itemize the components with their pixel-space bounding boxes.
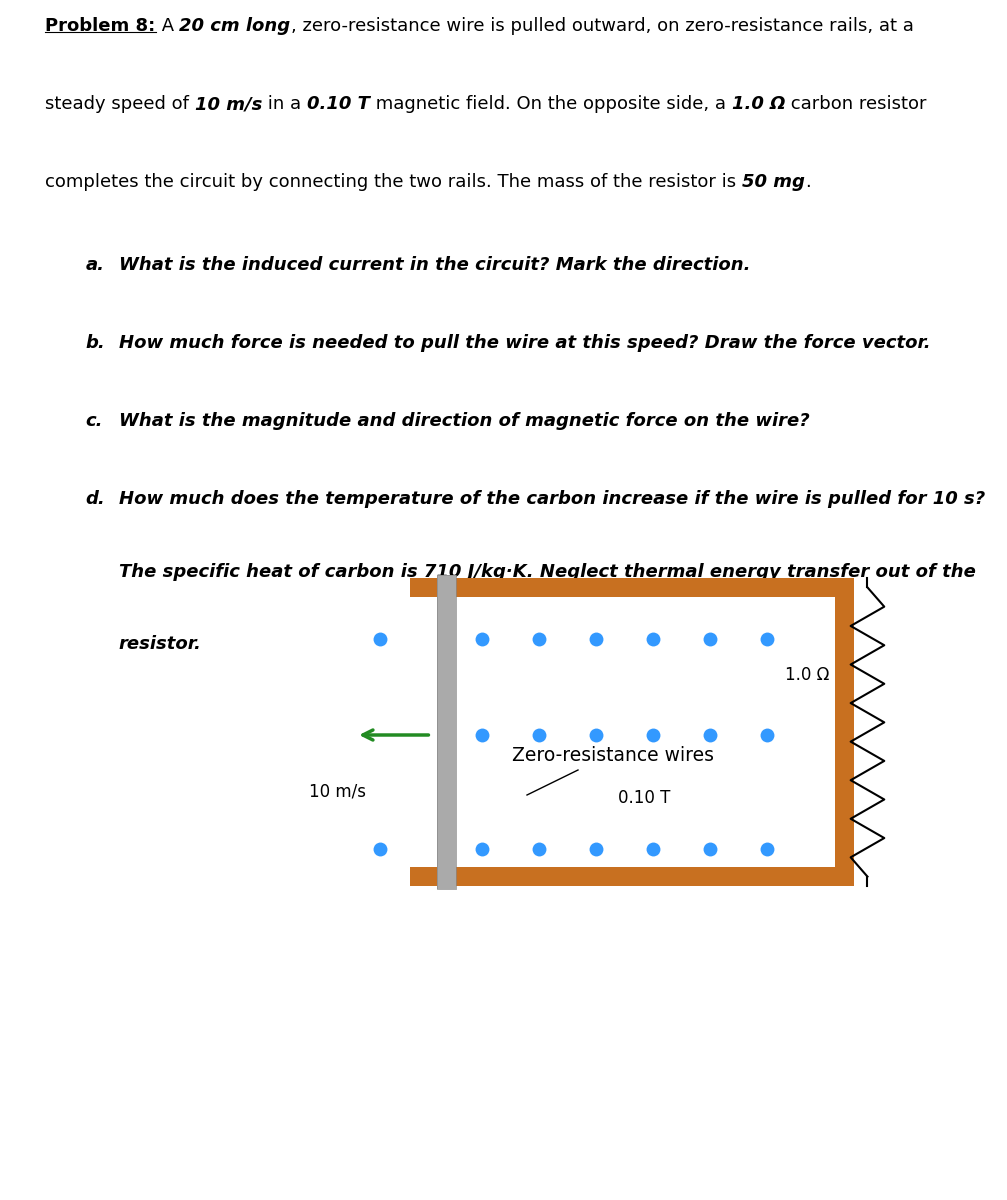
Point <box>532 725 548 744</box>
Point <box>588 725 604 744</box>
Point <box>532 629 548 648</box>
Text: c.: c. <box>86 412 103 430</box>
Point <box>373 840 389 859</box>
Text: 10 m/s: 10 m/s <box>195 95 262 113</box>
Point <box>702 840 718 859</box>
Text: Zero-resistance wires: Zero-resistance wires <box>512 746 714 766</box>
Text: magnetic field. On the opposite side, a: magnetic field. On the opposite side, a <box>370 95 732 113</box>
Bar <box>437 575 456 889</box>
Bar <box>437 575 456 889</box>
Text: b.: b. <box>86 334 106 352</box>
Text: 0.10 T: 0.10 T <box>307 95 370 113</box>
Bar <box>410 577 854 596</box>
Text: in a: in a <box>262 95 307 113</box>
Text: The specific heat of carbon is 710 J/kg·K. Neglect thermal energy transfer out o: The specific heat of carbon is 710 J/kg·… <box>119 564 976 582</box>
Text: A: A <box>155 17 179 35</box>
Text: steady speed of: steady speed of <box>45 95 195 113</box>
Point <box>588 629 604 648</box>
Text: carbon resistor: carbon resistor <box>785 95 926 113</box>
Point <box>474 840 490 859</box>
Point <box>702 629 718 648</box>
Text: 1.0 Ω: 1.0 Ω <box>732 95 785 113</box>
Point <box>588 840 604 859</box>
Bar <box>835 577 854 886</box>
Text: .: . <box>805 173 811 191</box>
Text: What is the induced current in the circuit? Mark the direction.: What is the induced current in the circu… <box>119 257 750 275</box>
Text: d.: d. <box>86 490 106 508</box>
Text: How much does the temperature of the carbon increase if the wire is pulled for 1: How much does the temperature of the car… <box>119 490 985 508</box>
Point <box>474 725 490 744</box>
Text: 20 cm long: 20 cm long <box>179 17 291 35</box>
Text: What is the magnitude and direction of magnetic force on the wire?: What is the magnitude and direction of m… <box>119 412 810 430</box>
Point <box>759 725 775 744</box>
Text: 10 m/s: 10 m/s <box>308 782 366 802</box>
Point <box>532 840 548 859</box>
Point <box>759 840 775 859</box>
Text: How much force is needed to pull the wire at this speed? Draw the force vector.: How much force is needed to pull the wir… <box>119 334 930 352</box>
Text: completes the circuit by connecting the two rails. The mass of the resistor is: completes the circuit by connecting the … <box>45 173 742 191</box>
Point <box>702 725 718 744</box>
Point <box>645 629 662 648</box>
Text: 0.10 T: 0.10 T <box>618 790 671 806</box>
Point <box>373 629 389 648</box>
Point <box>645 840 662 859</box>
Point <box>759 629 775 648</box>
Text: resistor.: resistor. <box>119 635 201 653</box>
Text: Problem 8:: Problem 8: <box>45 17 155 35</box>
Bar <box>412 596 835 866</box>
Point <box>474 629 490 648</box>
Bar <box>410 866 854 886</box>
Point <box>645 725 662 744</box>
Text: 1.0 Ω: 1.0 Ω <box>785 666 830 684</box>
Text: 50 mg: 50 mg <box>742 173 805 191</box>
Text: a.: a. <box>86 257 105 275</box>
Text: , zero-resistance wire is pulled outward, on zero-resistance rails, at a: , zero-resistance wire is pulled outward… <box>291 17 913 35</box>
